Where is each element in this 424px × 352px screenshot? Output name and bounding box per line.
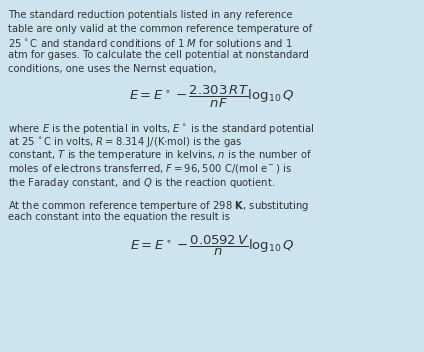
Text: At the common reference temperture of 298 $\mathbf{K}$, substituting: At the common reference temperture of 29… <box>8 199 310 213</box>
Text: conditions, one uses the Nernst equation,: conditions, one uses the Nernst equation… <box>8 64 217 74</box>
Text: $E = E^\circ - \dfrac{0.0592\, V}{n}\log_{10} Q$: $E = E^\circ - \dfrac{0.0592\, V}{n}\log… <box>130 234 294 258</box>
Text: each constant into the equation the result is: each constant into the equation the resu… <box>8 213 230 222</box>
Text: 25$\,^\circ$C and standard conditions of 1 $M$ for solutions and 1: 25$\,^\circ$C and standard conditions of… <box>8 37 293 49</box>
Text: atm for gases. To calculate the cell potential at nonstandard: atm for gases. To calculate the cell pot… <box>8 50 309 61</box>
Text: the Faraday constant, and $Q$ is the reaction quotient.: the Faraday constant, and $Q$ is the rea… <box>8 176 275 189</box>
Text: $E = E^\circ - \dfrac{2.303\, RT}{nF}\log_{10} Q$: $E = E^\circ - \dfrac{2.303\, RT}{nF}\lo… <box>129 83 295 109</box>
Text: The standard reduction potentials listed in any reference: The standard reduction potentials listed… <box>8 10 293 20</box>
Text: where $E$ is the potential in volts, $E^\circ$ is the standard potential: where $E$ is the potential in volts, $E^… <box>8 121 315 136</box>
Text: at 25$\,^\circ$C in volts, $R = 8.314$ J/(K$\cdot$mol) is the gas: at 25$\,^\circ$C in volts, $R = 8.314$ J… <box>8 135 243 149</box>
Text: table are only valid at the common reference temperature of: table are only valid at the common refer… <box>8 24 312 33</box>
Text: moles of electrons transferred, $F = 96,500$ C/(mol e$^-$) is: moles of electrons transferred, $F = 96,… <box>8 162 292 175</box>
Text: constant, $T$ is the temperature in kelvins, $n$ is the number of: constant, $T$ is the temperature in kelv… <box>8 149 312 163</box>
